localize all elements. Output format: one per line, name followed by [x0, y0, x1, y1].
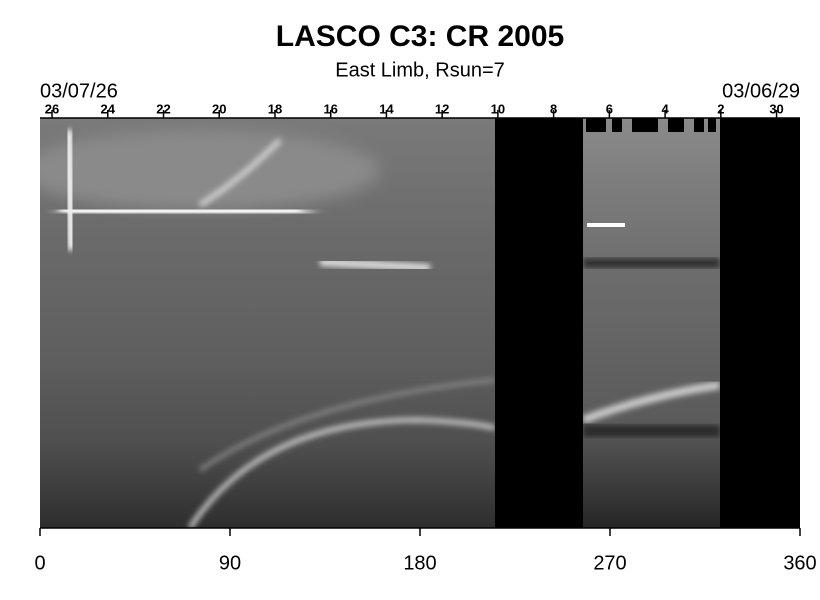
x-tick-label: 0 [34, 552, 45, 574]
top-tick-label: 24 [101, 101, 116, 116]
top-tick-label: 30 [769, 101, 783, 116]
top-tick-label: 2 [717, 101, 724, 116]
top-tick-label: 6 [606, 101, 613, 116]
x-tick-label: 180 [403, 552, 436, 574]
start-date: 03/07/26 [40, 80, 118, 102]
top-tick-label: 10 [491, 101, 505, 116]
top-tick-label: 22 [156, 101, 170, 116]
chart-subtitle: East Limb, Rsun=7 [335, 59, 505, 81]
chart-title: LASCO C3: CR 2005 [276, 20, 564, 53]
top-tick-label: 26 [45, 101, 59, 116]
top-tick-label: 14 [379, 101, 394, 116]
end-date: 03/06/29 [722, 80, 800, 102]
top-tick-label: 12 [435, 101, 449, 116]
map-image [40, 118, 800, 528]
top-tick-label: 4 [661, 101, 669, 116]
x-tick-label: 360 [783, 552, 816, 574]
top-tick-label: 18 [268, 101, 282, 116]
top-tick-label: 8 [550, 101, 557, 116]
top-tick-label: 20 [212, 101, 226, 116]
top-tick-label: 16 [323, 101, 337, 116]
x-tick-label: 270 [593, 552, 626, 574]
x-tick-label: 90 [219, 552, 241, 574]
